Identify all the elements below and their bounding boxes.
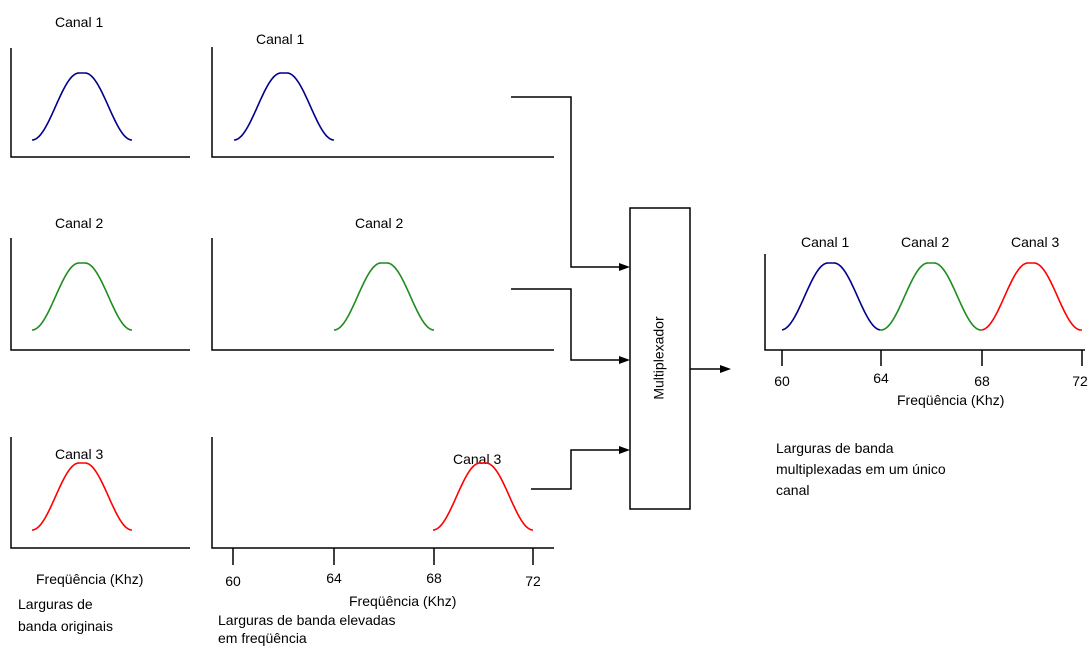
original-canal-1-axes	[10, 48, 190, 158]
connector-canal-3	[531, 449, 621, 490]
original-xlabel: Freqüência (Khz)	[36, 571, 143, 587]
input-connectors	[511, 96, 630, 490]
shifted-canal-3-curve	[432, 462, 534, 531]
multiplexer-label: Multiplexador	[651, 316, 667, 400]
combined-canal-2-curve	[880, 262, 982, 331]
shifted-canal-2-label: Canal 2	[355, 215, 403, 231]
original-canal-2-label: Canal 2	[55, 215, 103, 231]
connector-canal-1	[511, 96, 621, 268]
shifted-tick-label-64: 64	[326, 570, 342, 586]
combined-tick-label-68: 68	[974, 373, 990, 389]
original-canal-1-curve	[31, 72, 133, 141]
original-canal-3-axes	[10, 437, 190, 549]
combined-ticks: 60 64 68 72	[774, 350, 1088, 389]
shifted-caption-line-1: Larguras de banda elevadas	[218, 612, 395, 628]
multiplexer-block: Multiplexador	[629, 207, 691, 510]
connector-canal-1-arrowhead	[619, 263, 630, 271]
original-caption-line-2: banda originais	[18, 618, 113, 634]
connector-canal-2	[511, 288, 621, 361]
combined-xlabel: Freqüência (Khz)	[897, 392, 1004, 408]
original-canal-2-curve	[31, 262, 133, 331]
combined-canal-1-curve	[781, 262, 881, 331]
shifted-canal-3-axes	[211, 437, 554, 549]
combined-canal-1-label: Canal 1	[801, 234, 849, 250]
multiplexer-box	[629, 207, 691, 510]
combined-axes	[764, 254, 1085, 351]
original-canal-2-axes	[10, 238, 190, 351]
original-canal-1-label: Canal 1	[55, 14, 103, 30]
combined-canal-2-label: Canal 2	[901, 234, 949, 250]
combined-caption-line-2: multiplexadas em um único	[776, 461, 946, 477]
combined-tick-label-72: 72	[1072, 373, 1088, 389]
combined-spectrum-group: Canal 1 Canal 2 Canal 3 60 64 68 72 Freq…	[764, 234, 1088, 498]
shifted-ticks: 60 64 68 72	[225, 548, 541, 589]
original-bandwidths-group: Canal 1 Canal 2 Canal 3 Freqüência (Khz)…	[10, 14, 190, 634]
shifted-canal-1-label: Canal 1	[256, 31, 304, 47]
combined-canal-3-label: Canal 3	[1011, 234, 1059, 250]
combined-caption-line-1: Larguras de banda	[776, 440, 894, 456]
original-canal-3-curve	[31, 462, 133, 531]
shifted-canal-3-label: Canal 3	[453, 451, 501, 467]
shifted-caption-line-2: em freqüência	[218, 630, 307, 646]
combined-tick-label-60: 60	[774, 373, 790, 389]
combined-caption-line-3: canal	[776, 482, 809, 498]
shifted-canal-2-curve	[333, 262, 435, 331]
shifted-tick-label-72: 72	[525, 573, 541, 589]
shifted-bandwidths-group: Canal 1 Canal 2 Canal 3 60 64 68 72 Freq…	[211, 31, 554, 646]
shifted-canal-2-axes	[211, 238, 554, 351]
combined-tick-label-64: 64	[873, 370, 889, 386]
original-caption-line-1: Larguras de	[18, 596, 93, 612]
connector-canal-2-arrowhead	[619, 356, 630, 364]
shifted-canal-1-axes	[211, 47, 554, 158]
shifted-tick-label-68: 68	[426, 570, 442, 586]
output-arrowhead	[720, 365, 731, 373]
shifted-tick-label-60: 60	[225, 573, 241, 589]
combined-canal-3-curve	[981, 262, 1082, 331]
original-canal-3-label: Canal 3	[55, 446, 103, 462]
connector-canal-3-arrowhead	[619, 446, 630, 454]
shifted-xlabel: Freqüência (Khz)	[349, 593, 456, 609]
shifted-canal-1-curve	[233, 72, 335, 141]
